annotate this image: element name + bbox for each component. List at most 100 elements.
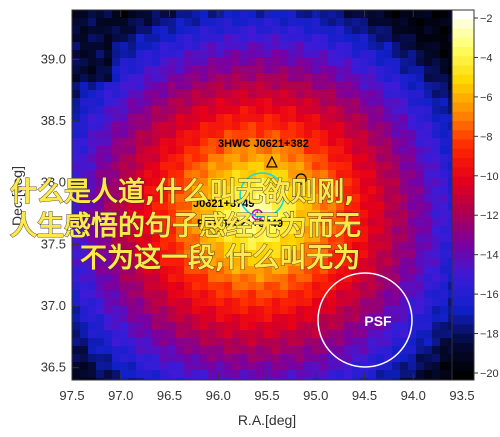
heatmap-cell (392, 106, 401, 115)
heatmap-cell (288, 146, 297, 155)
heatmap-cell (184, 26, 193, 35)
heatmap-cell (168, 10, 177, 19)
colorbar-segment (452, 287, 474, 298)
heatmap-cell (352, 258, 361, 267)
heatmap-cell (256, 162, 265, 171)
heatmap-cell (136, 66, 145, 75)
heatmap-cell (160, 202, 169, 211)
heatmap-cell (144, 290, 153, 299)
heatmap-cell (200, 266, 209, 275)
colorbar-segment (452, 176, 474, 187)
heatmap-cell (80, 322, 89, 331)
heatmap-cell (96, 370, 105, 379)
heatmap-cell (216, 218, 225, 227)
heatmap-cell (128, 90, 137, 99)
heatmap-cell (176, 378, 185, 380)
heatmap-cell (184, 114, 193, 123)
heatmap-cell (184, 354, 193, 363)
heatmap-cell (296, 330, 305, 339)
heatmap-cell (160, 250, 169, 259)
heatmap-cell (152, 362, 161, 371)
heatmap-cell (176, 186, 185, 195)
heatmap-cell (136, 106, 145, 115)
heatmap-cell (80, 74, 89, 83)
heatmap-cell (360, 146, 369, 155)
heatmap-cell (296, 266, 305, 275)
heatmap-cell (376, 162, 385, 171)
heatmap-cell (160, 186, 169, 195)
heatmap-cell (248, 130, 257, 139)
heatmap-cell (352, 42, 361, 51)
heatmap-cell (112, 242, 121, 251)
x-tick-label: 96.0 (206, 388, 231, 403)
heatmap-cell (208, 322, 217, 331)
heatmap-cell (216, 290, 225, 299)
heatmap-cell (328, 226, 337, 235)
heatmap-cell (272, 146, 281, 155)
heatmap-cell (384, 250, 393, 259)
heatmap-cell (88, 82, 97, 91)
heatmap-cell (248, 18, 257, 27)
heatmap-cell (152, 82, 161, 91)
heatmap-cell (392, 186, 401, 195)
heatmap-cell (152, 266, 161, 275)
heatmap-cell (424, 18, 433, 27)
heatmap-cell (344, 58, 353, 67)
heatmap-cell (312, 82, 321, 91)
heatmap-cell (416, 130, 425, 139)
heatmap-cell (72, 90, 81, 99)
heatmap-cell (112, 194, 121, 203)
heatmap-cell (152, 242, 161, 251)
heatmap-cell (400, 42, 409, 51)
heatmap-cell (176, 114, 185, 123)
heatmap-cell (432, 178, 441, 187)
heatmap-cell (280, 178, 289, 187)
heatmap-cell (392, 42, 401, 51)
heatmap-cell (296, 26, 305, 35)
heatmap-cell (136, 218, 145, 227)
heatmap-cell (312, 58, 321, 67)
heatmap-cell (320, 122, 329, 131)
heatmap-cell (88, 18, 97, 27)
heatmap-cell (384, 130, 393, 139)
heatmap-cell (296, 162, 305, 171)
heatmap-cell (360, 314, 369, 323)
heatmap-cell (184, 138, 193, 147)
heatmap-cell (104, 194, 113, 203)
heatmap-cell (176, 154, 185, 163)
heatmap-cell (392, 242, 401, 251)
heatmap-cell (312, 242, 321, 251)
colorbar-segment (452, 204, 474, 214)
heatmap-cell (224, 98, 233, 107)
heatmap-cell (256, 18, 265, 27)
heatmap-cell (328, 106, 337, 115)
heatmap-cell (416, 354, 425, 363)
heatmap-cell (272, 34, 281, 43)
heatmap-cell (184, 210, 193, 219)
heatmap-cell (208, 194, 217, 203)
heatmap-cell (120, 122, 129, 131)
heatmap-cell (320, 298, 329, 307)
heatmap-cell (176, 90, 185, 99)
heatmap-cell (112, 10, 121, 19)
heatmap-cell (336, 162, 345, 171)
heatmap-cell (432, 354, 441, 363)
heatmap-cell (120, 354, 129, 363)
heatmap-cell (304, 90, 313, 99)
heatmap-cell (320, 10, 329, 19)
heatmap-cell (72, 42, 81, 51)
heatmap-cell (360, 162, 369, 171)
heatmap-cell (440, 242, 449, 251)
heatmap-cell (144, 10, 153, 19)
heatmap-cell (384, 306, 393, 315)
colorbar-segment (452, 148, 474, 159)
heatmap-cell (120, 258, 129, 267)
heatmap-cell (256, 314, 265, 323)
heatmap-cell (160, 330, 169, 339)
heatmap-cell (296, 346, 305, 355)
heatmap-cell (184, 10, 193, 19)
heatmap-cell (224, 34, 233, 43)
heatmap-cell (240, 82, 249, 91)
heatmap-cell (128, 178, 137, 187)
heatmap-cell (72, 250, 81, 259)
